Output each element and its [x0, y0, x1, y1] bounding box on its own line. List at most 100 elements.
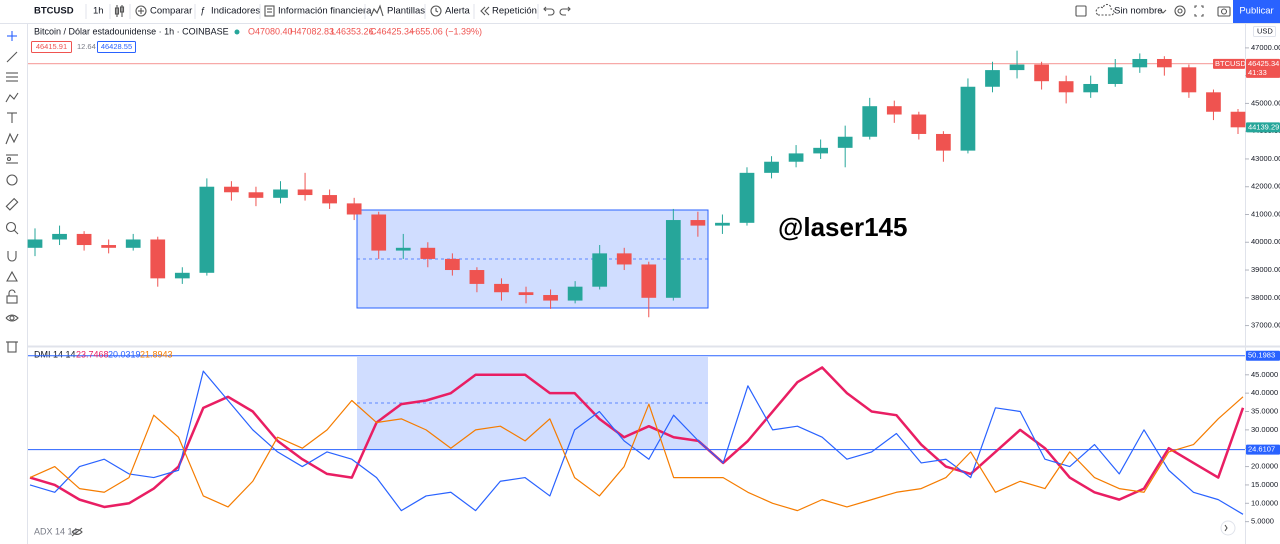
financials[interactable]: Información financiera [278, 6, 372, 17]
currency[interactable]: USD [1257, 26, 1273, 35]
y-tick-label: 10.0000 [1251, 498, 1278, 507]
y-tick-label: 43000.00 [1251, 154, 1280, 163]
currency-select[interactable] [1253, 26, 1276, 37]
y-tick-label: 38000.00 [1251, 293, 1280, 302]
fib-tool[interactable] [6, 72, 18, 82]
indicators-icon[interactable]: ƒ [200, 5, 205, 15]
candle-body [101, 245, 117, 248]
hide-tool[interactable] [5, 314, 19, 322]
candle-body [1058, 81, 1074, 93]
zoom-tool[interactable] [5, 221, 19, 235]
y-tick-label: 15.0000 [1251, 480, 1278, 489]
buy-box[interactable] [97, 41, 136, 53]
redo-icon[interactable] [559, 6, 571, 16]
candle-body [985, 70, 1000, 87]
candle-body [420, 247, 436, 259]
scroll-icon [1224, 524, 1228, 532]
publish[interactable]: Publicar [1239, 6, 1273, 17]
trash-tool[interactable] [6, 341, 18, 353]
fullscreen-icon[interactable] [1194, 5, 1204, 17]
countdown: 41:33 [1248, 68, 1267, 77]
layout-dropdown[interactable] [1159, 9, 1167, 14]
y-tick-label: 35.0000 [1251, 406, 1278, 415]
level-label: 50.1983 [1248, 351, 1275, 360]
candle-body [936, 133, 951, 151]
candle-body [518, 292, 534, 296]
dmi-line [29, 396, 1244, 512]
templates[interactable]: Plantillas [387, 6, 425, 17]
bid[interactable]: 46415.91 [36, 42, 67, 51]
price-tag [1246, 58, 1280, 78]
y-tick-label: 47000.00 [1251, 43, 1280, 52]
chart-type-icon[interactable] [114, 5, 125, 17]
scroll-right[interactable] [1220, 520, 1236, 536]
alert-icon[interactable] [430, 5, 442, 17]
snapshot-icon[interactable] [1217, 6, 1231, 17]
indicators[interactable]: Indicadores [211, 6, 260, 17]
measure-tool[interactable] [5, 197, 19, 211]
last-value-tag [1246, 122, 1280, 133]
y-tick-label: 40000.00 [1251, 237, 1280, 246]
trendline-tool[interactable] [6, 51, 18, 63]
sell-box[interactable] [31, 41, 72, 53]
candle-body [1206, 92, 1221, 112]
y-tick-label: 45.0000 [1251, 370, 1278, 379]
candle-body [690, 220, 706, 226]
candle-body [52, 233, 67, 240]
settings-icon[interactable] [1174, 5, 1186, 17]
lock-tool[interactable] [6, 289, 18, 304]
adx-name: ADX 14 14 [34, 526, 78, 536]
icons-tool[interactable] [6, 174, 18, 186]
compare[interactable]: Comparar [150, 6, 192, 17]
replay-icon[interactable] [480, 6, 490, 16]
candle-body [174, 272, 190, 279]
dmi-line [29, 370, 1244, 515]
candle-body [76, 233, 92, 246]
templates-icon[interactable] [370, 4, 384, 17]
ask[interactable]: 46428.55 [101, 42, 132, 51]
price-tag-label: 46425.34 [1248, 59, 1279, 68]
publish-button[interactable] [1233, 0, 1280, 23]
dmi-value: 21.8943 [140, 349, 173, 359]
symbol-tag [1213, 58, 1245, 69]
candle-body [739, 172, 755, 223]
candle-body [322, 195, 337, 204]
crosshair-tool[interactable] [7, 31, 17, 41]
text-tool[interactable] [7, 112, 17, 123]
candle-body [592, 253, 608, 287]
y-tick-label: 40.0000 [1251, 388, 1278, 397]
candle-body [715, 222, 730, 226]
candle-body [469, 270, 485, 284]
alert[interactable]: Alerta [445, 6, 471, 17]
visibility-toggle[interactable] [71, 527, 83, 537]
candle-body [346, 203, 362, 215]
prediction-tool[interactable] [6, 154, 18, 164]
symbol-tag-label: BTCUSD [1215, 59, 1246, 68]
undo-icon[interactable] [543, 6, 555, 16]
financials-icon[interactable] [264, 5, 275, 17]
layout-checkbox[interactable] [1075, 5, 1087, 17]
brush-tool[interactable] [5, 92, 19, 103]
candle-body [297, 189, 313, 196]
last-value-label: 44139.29 [1248, 122, 1279, 131]
replay[interactable]: Repetición [492, 6, 537, 17]
ohlc-open: O47080.40 [248, 26, 293, 36]
candle-body [641, 264, 657, 298]
compare-icon[interactable] [135, 5, 147, 17]
candle-body [1181, 67, 1197, 93]
candle-body [248, 192, 264, 198]
watermark: @laser145 [778, 212, 907, 242]
y-tick-label: 5.0000 [1251, 517, 1274, 526]
top-toolbar [0, 0, 1280, 23]
candle-body [371, 214, 387, 251]
candle-body [445, 258, 460, 271]
layout-name[interactable]: Sin nombre [1114, 6, 1163, 17]
interval[interactable]: 1h [93, 6, 104, 17]
symbol[interactable]: BTCUSD [34, 6, 74, 17]
pattern-tool[interactable] [5, 132, 19, 145]
candle-body [494, 283, 509, 293]
magnet-tool[interactable] [7, 251, 17, 262]
draw-mode-tool[interactable] [6, 270, 18, 282]
candle-body [764, 161, 779, 173]
